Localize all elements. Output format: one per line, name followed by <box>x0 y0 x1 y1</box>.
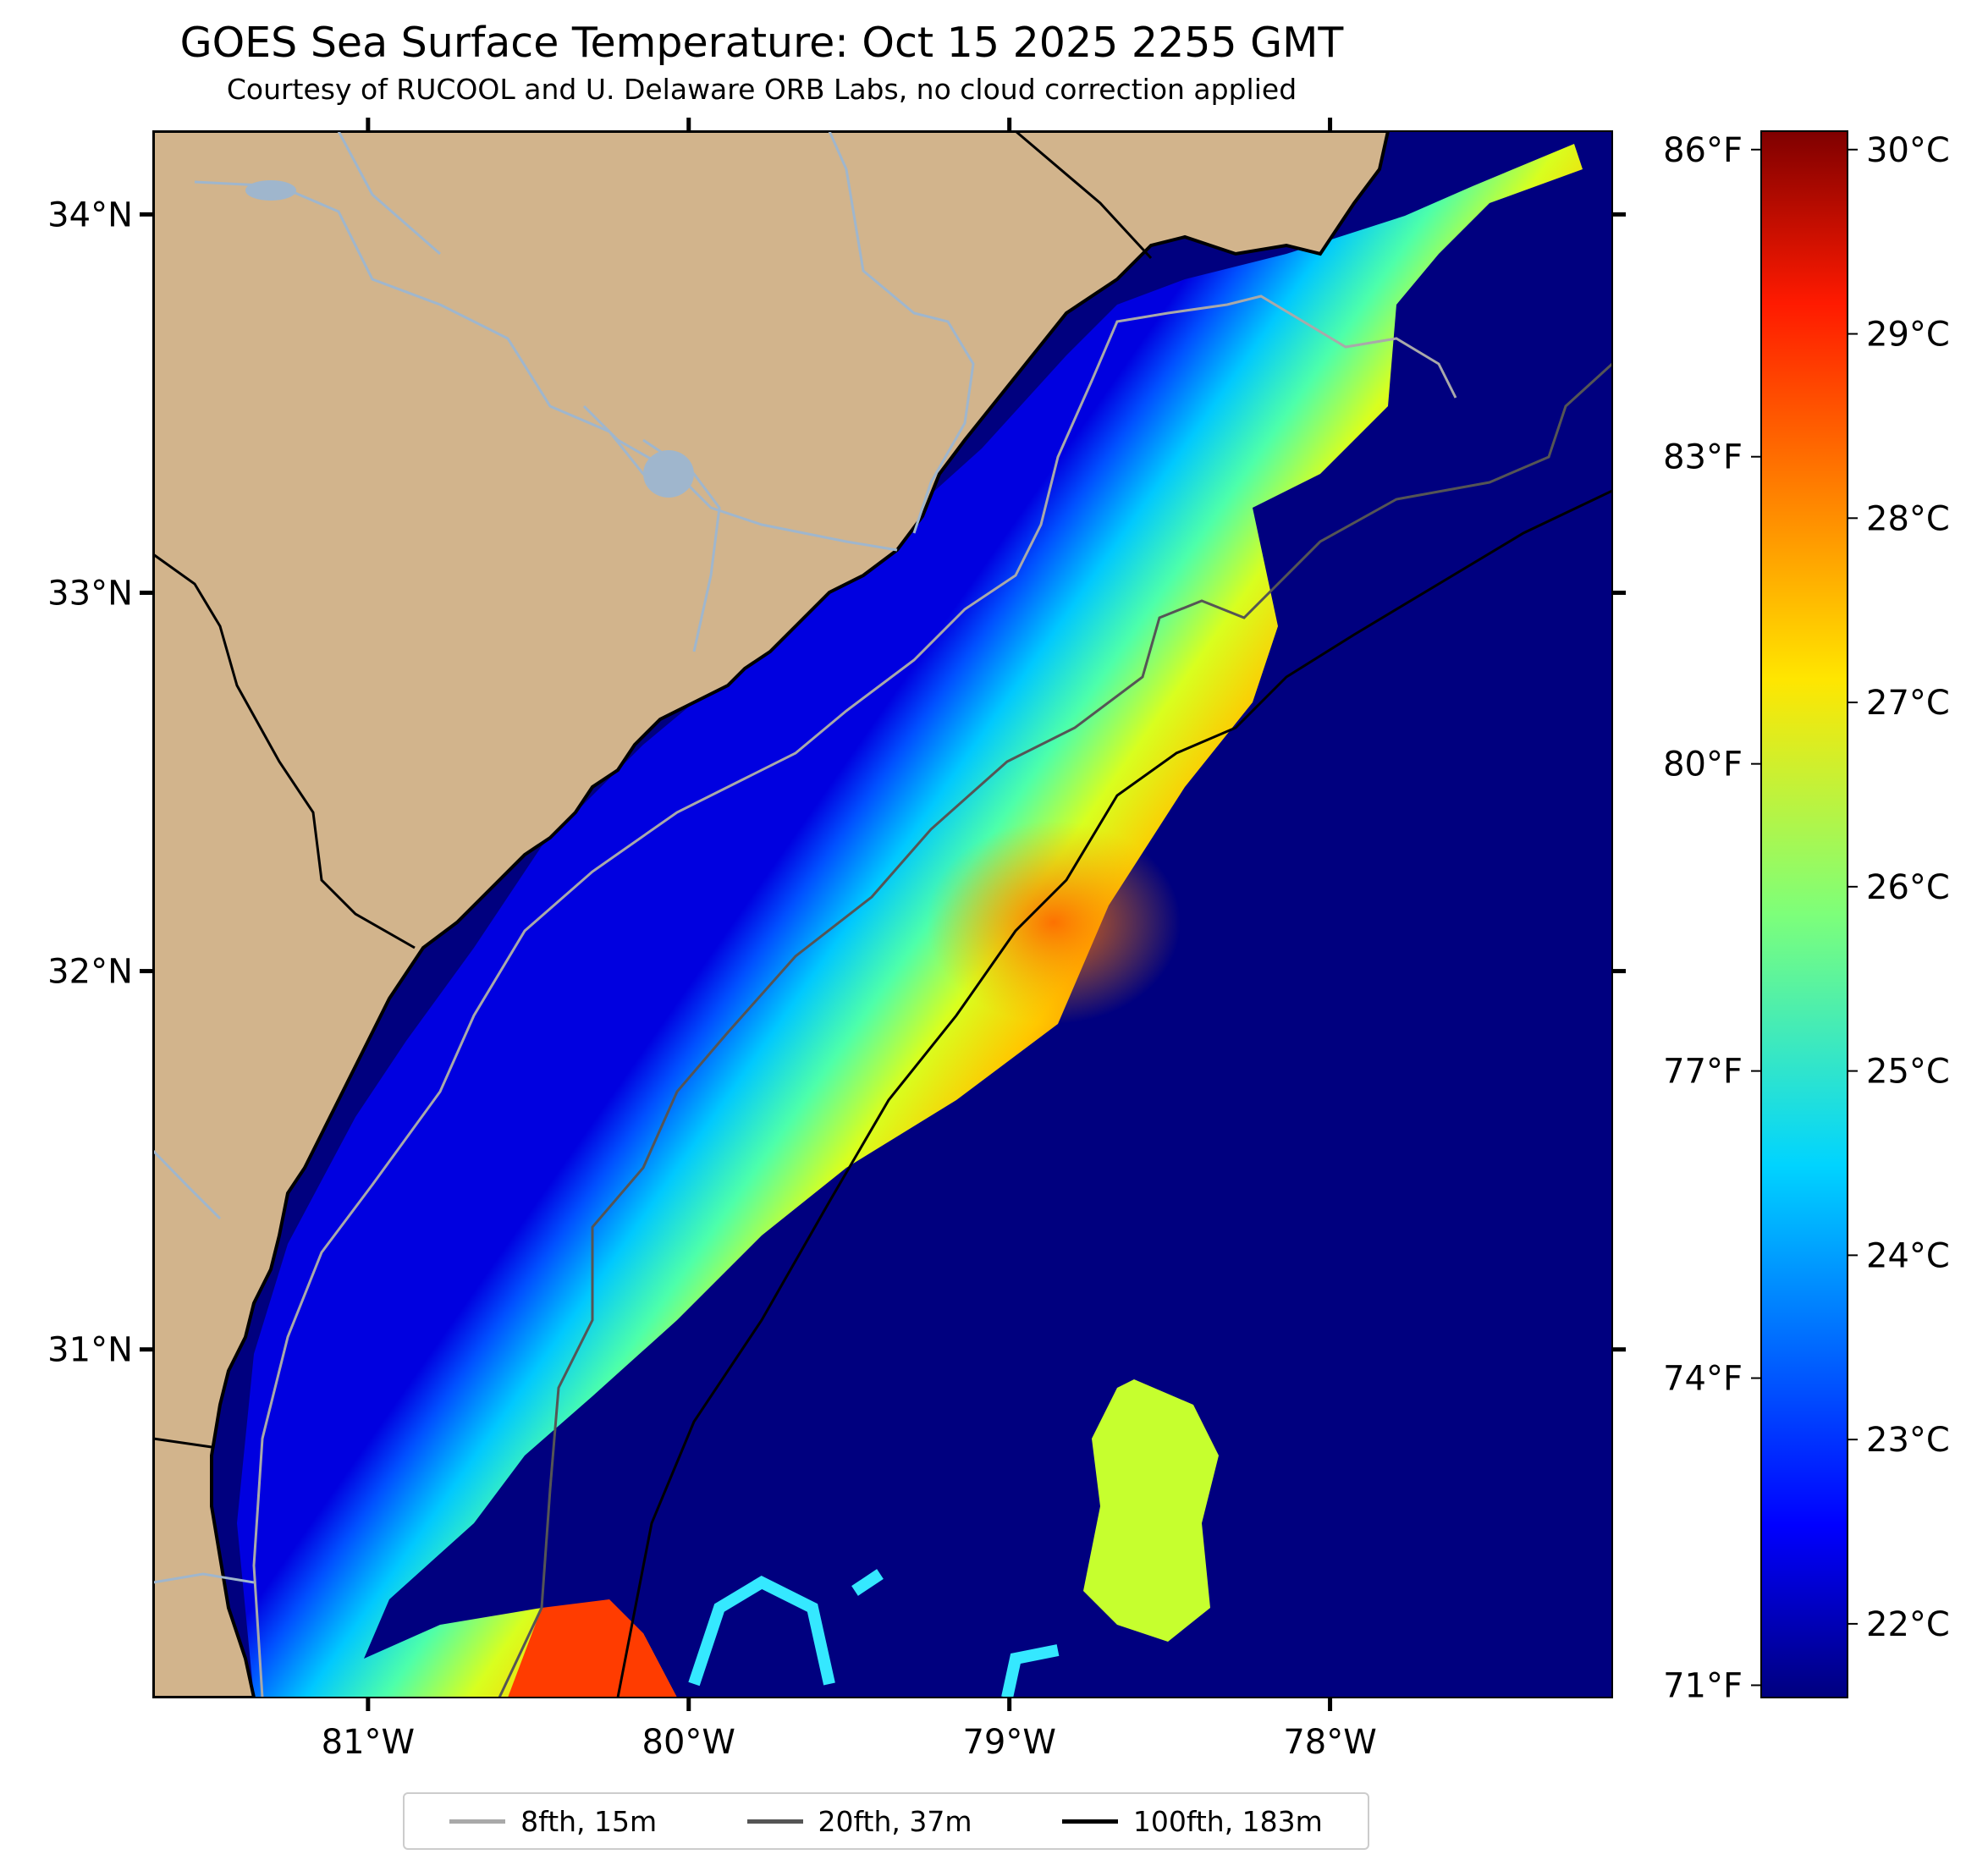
map-title: GOES Sea Surface Temperature: Oct 15 202… <box>179 19 1344 67</box>
legend-item-20fth: 20fth, 37m <box>746 1804 972 1838</box>
legend-swatch-20fth <box>746 1819 803 1824</box>
lat-tick-label: 32°N <box>47 953 133 992</box>
fahrenheit-tick-label: 71°F <box>1663 1666 1743 1705</box>
lake-marion <box>643 450 694 498</box>
celsius-tick-label: 24°C <box>1866 1236 1950 1275</box>
lon-tick-label: 79°W <box>962 1723 1055 1762</box>
state-boundary-sc-ga <box>153 553 416 949</box>
celsius-tick-label: 29°C <box>1866 316 1950 355</box>
legend-label-20fth: 20fth, 37m <box>818 1804 972 1838</box>
fahrenheit-tick-label: 80°F <box>1663 746 1743 784</box>
legend-label-100fth: 100fth, 183m <box>1132 1804 1323 1838</box>
isobath-100fth <box>616 489 1612 1698</box>
celsius-tick-label: 23°C <box>1866 1421 1950 1460</box>
fahrenheit-tick-label: 74°F <box>1663 1360 1743 1399</box>
lat-tick-label: 33°N <box>47 574 133 613</box>
isobath-8fth <box>252 294 1457 1698</box>
celsius-tick-label: 26°C <box>1866 868 1950 907</box>
lon-tick-label: 78°W <box>1283 1723 1376 1762</box>
sst-offshore-patches <box>688 1569 1060 1698</box>
isobath-legend: 8fth, 15m 20fth, 37m 100fth, 183m <box>403 1792 1369 1850</box>
river-lines <box>153 131 975 1584</box>
celsius-tick-label: 22°C <box>1866 1605 1950 1644</box>
lat-tick-label: 34°N <box>47 195 133 234</box>
state-boundary-ga-fl <box>153 1437 212 1449</box>
latitude-axis: 34°N 33°N 32°N 31°N <box>47 195 1626 1370</box>
legend-item-8fth: 8fth, 15m <box>449 1805 657 1838</box>
celsius-tick-label: 28°C <box>1866 499 1950 538</box>
isobath-20fth <box>498 362 1612 1698</box>
celsius-tick-label: 30°C <box>1866 131 1950 170</box>
land-mass <box>153 131 1390 1698</box>
celsius-tick-label: 25°C <box>1866 1053 1950 1092</box>
sst-warm-patch-southeast <box>1083 1379 1219 1642</box>
state-boundary-nc-sc <box>1015 131 1153 260</box>
legend-swatch-8fth <box>449 1819 506 1824</box>
sst-warm-patch-south <box>508 1599 677 1698</box>
lake-north <box>245 180 296 201</box>
map-frame <box>152 130 1613 1698</box>
legend-label-8fth: 8fth, 15m <box>520 1804 658 1838</box>
sst-warm-shelf-band <box>237 144 1583 1698</box>
legend-swatch-100fth <box>1061 1819 1118 1824</box>
map-area[interactable] <box>153 131 1612 1698</box>
lat-tick-label: 31°N <box>47 1331 133 1370</box>
fahrenheit-tick-label: 86°F <box>1663 131 1743 170</box>
longitude-axis: 81°W 80°W 79°W 78°W <box>322 118 1377 1762</box>
sst-warm-core <box>927 821 1181 1024</box>
colorbar <box>1760 130 1848 1698</box>
fahrenheit-tick-label: 77°F <box>1663 1053 1743 1092</box>
colorbar-fahrenheit-axis: 71°F 74°F 77°F 80°F 83°F 86°F <box>1663 131 1761 1705</box>
legend-item-100fth: 100fth, 183m <box>1061 1804 1323 1838</box>
lon-tick-label: 80°W <box>642 1723 735 1762</box>
map-subtitle: Courtesy of RUCOOL and U. Delaware ORB L… <box>226 73 1297 106</box>
fahrenheit-tick-label: 83°F <box>1663 438 1743 477</box>
celsius-tick-label: 27°C <box>1866 684 1950 723</box>
lon-tick-label: 81°W <box>322 1723 415 1762</box>
colorbar-celsius-axis: 22°C 23°C 24°C 25°C 26°C 27°C 28°C 29°C 30°C <box>1848 131 1950 1644</box>
